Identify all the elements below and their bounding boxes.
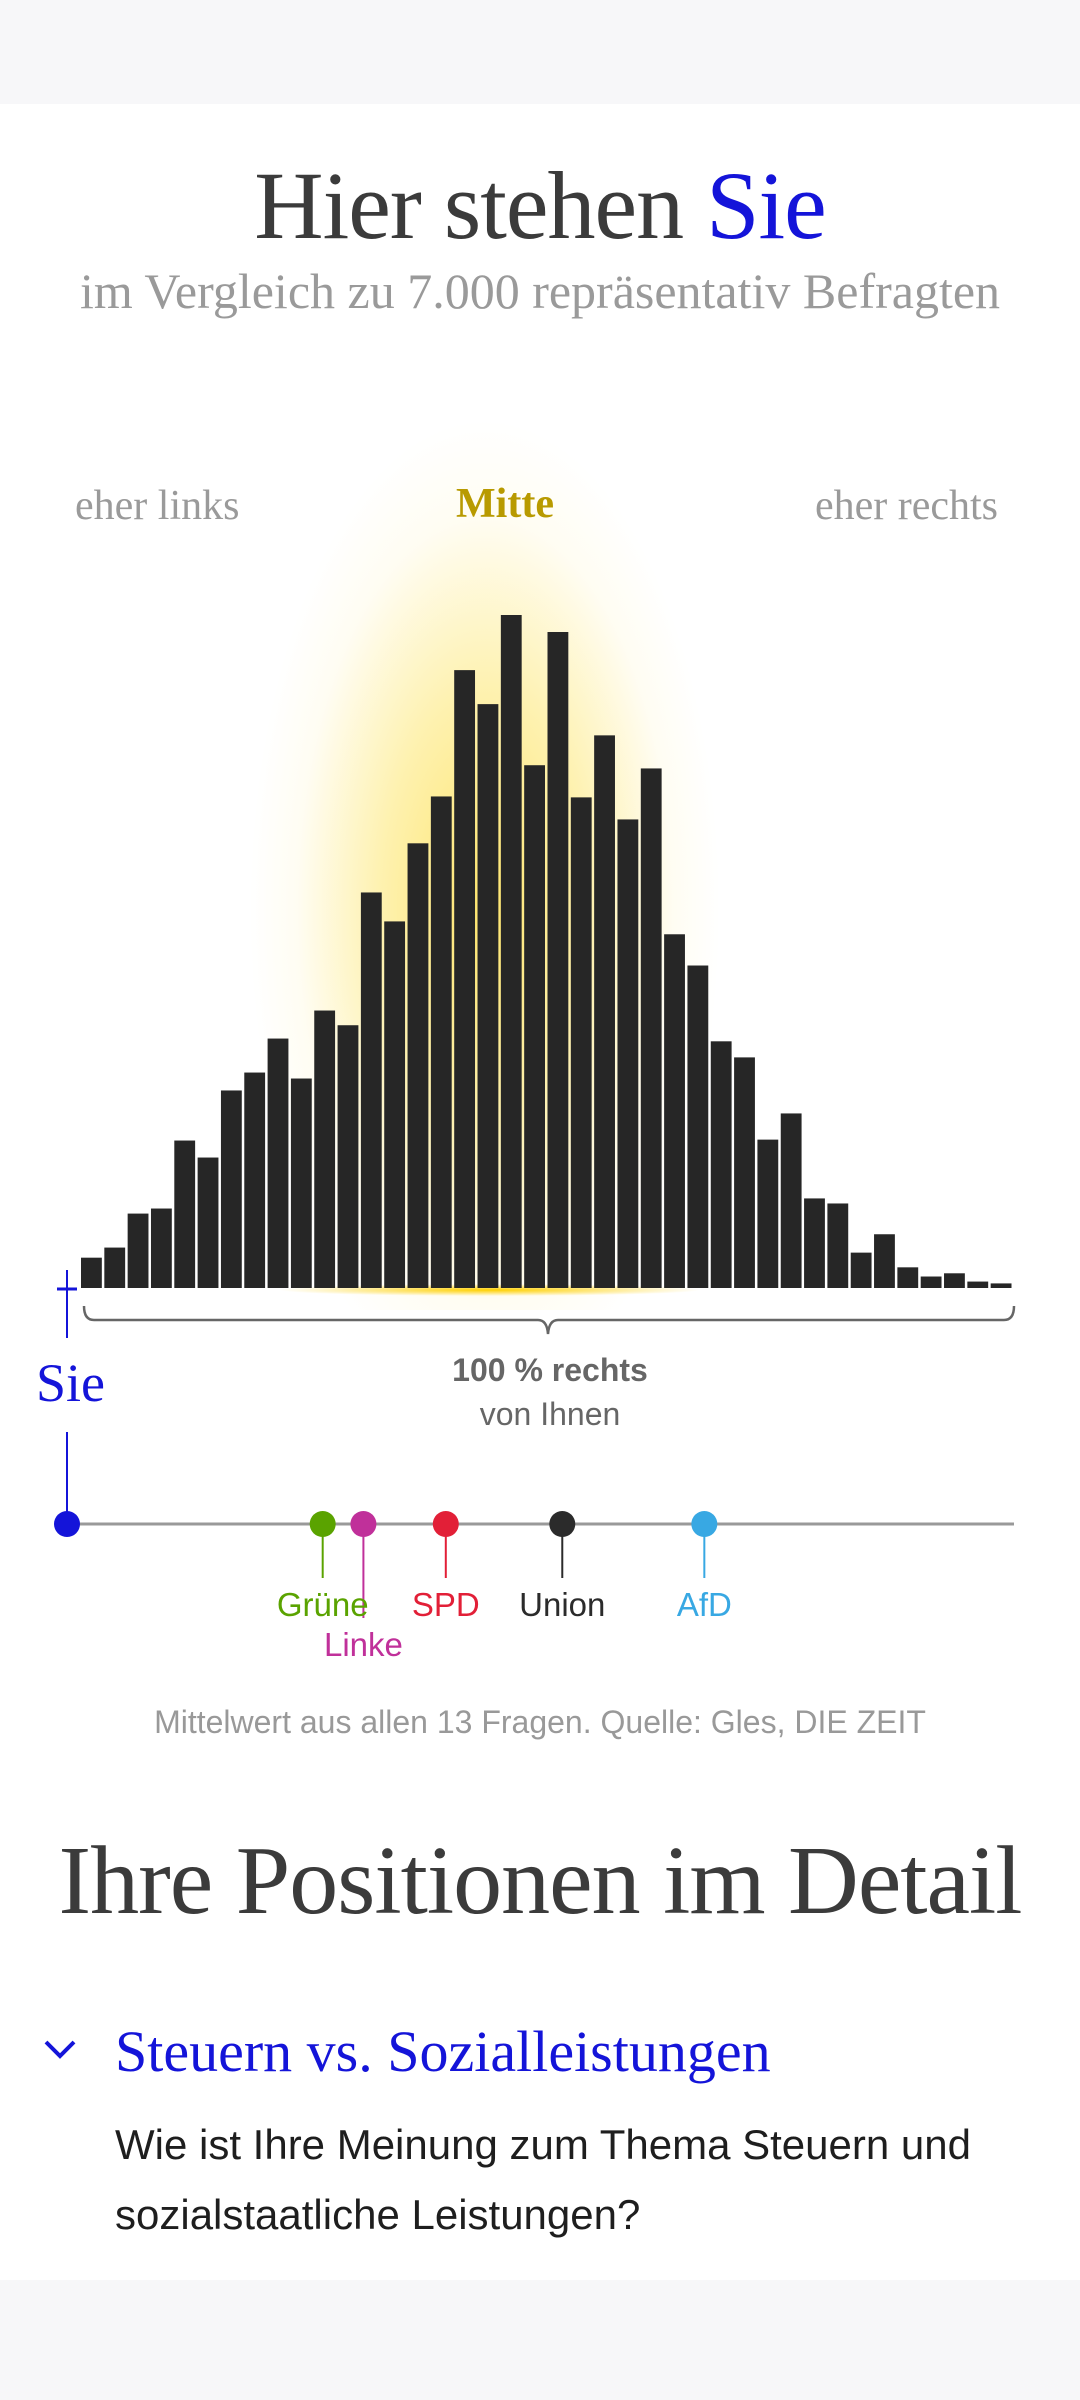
party-label-spd: SPD <box>411 1586 480 1623</box>
brace-label: von Ihnen <box>479 1396 621 1432</box>
histogram-bar <box>477 704 499 1288</box>
brace-label-bold: 100 % rechts <box>452 1352 648 1388</box>
user-label: Sie <box>36 1353 106 1413</box>
zone-label-left: eher links <box>75 483 240 529</box>
histogram-bar <box>430 796 452 1288</box>
histogram-bar <box>710 1041 732 1288</box>
histogram-bar <box>664 934 685 1288</box>
accordion-question: Wie ist Ihre Meinung zum Thema Steuern u… <box>115 2121 971 2238</box>
histogram-chart <box>54 615 1016 1618</box>
chevron-down-icon[interactable] <box>40 2030 80 2070</box>
party-label-afd: AfD <box>676 1586 732 1623</box>
histogram-bar <box>267 1038 289 1288</box>
histogram-bar <box>897 1267 919 1288</box>
histogram-bar <box>850 1252 872 1288</box>
histogram-bar <box>407 843 429 1288</box>
accordion-title[interactable]: Steuern vs. Sozialleistungen <box>115 2019 771 2084</box>
title-prefix: Hier stehen <box>254 152 684 259</box>
histogram-bar <box>640 768 662 1288</box>
top-band <box>0 0 1080 104</box>
party-dot <box>691 1511 718 1537</box>
party-dot <box>549 1511 576 1537</box>
histogram-bar <box>220 1090 242 1288</box>
party-dot <box>350 1511 377 1537</box>
party-label-linke: Linke <box>323 1626 403 1663</box>
party-dot <box>309 1511 336 1537</box>
histogram-bar <box>104 1247 126 1288</box>
histogram-bar <box>757 1139 779 1288</box>
brace <box>82 1305 1016 1335</box>
zone-label-right: eher rechts <box>814 483 998 529</box>
histogram-bar <box>454 670 476 1288</box>
histogram-bar <box>594 735 615 1288</box>
histogram-bar <box>524 765 545 1288</box>
histogram-bar <box>174 1140 196 1288</box>
party-dot <box>432 1511 459 1537</box>
histogram-bar <box>197 1157 219 1288</box>
histogram-bar <box>734 1057 755 1288</box>
histogram-bar <box>780 1113 802 1288</box>
bottom-band <box>0 2280 1080 2400</box>
histogram-bar <box>127 1213 149 1288</box>
histogram-bar <box>990 1283 1012 1288</box>
histogram-bar <box>244 1072 266 1288</box>
zone-label-center: Mitte <box>456 481 554 527</box>
page-title: Hier stehen Sie <box>0 150 1080 261</box>
histogram-bar <box>874 1234 895 1288</box>
subtitle: im Vergleich zu 7.000 repräsentativ Befr… <box>79 263 1001 319</box>
section-heading: Ihre Positionen im Detail <box>58 1827 1023 1935</box>
histogram-bar <box>81 1257 102 1288</box>
chart-source: Mittelwert aus allen 13 Fragen. Quelle: … <box>154 1704 926 1740</box>
histogram-bar <box>617 819 639 1288</box>
histogram-bar <box>827 1203 849 1288</box>
histogram-bar <box>547 631 569 1288</box>
party-label-grüne: Grüne <box>276 1586 369 1623</box>
party-dot <box>54 1511 80 1537</box>
histogram-bar <box>384 921 406 1288</box>
histogram-bar <box>804 1198 825 1288</box>
histogram-bar <box>360 892 382 1288</box>
histogram-bar <box>967 1281 989 1288</box>
title-highlight: Sie <box>706 152 827 259</box>
histogram-bar <box>150 1208 172 1288</box>
histogram-bar <box>314 1010 336 1288</box>
histogram-bar <box>337 1025 359 1288</box>
histogram-bar <box>570 797 592 1288</box>
histogram-bar <box>944 1273 965 1288</box>
histogram-bar <box>290 1078 312 1288</box>
histogram-bar <box>500 615 522 1288</box>
histogram-bar <box>687 965 709 1288</box>
histogram-bar <box>920 1276 942 1288</box>
party-label-union: Union <box>519 1586 606 1623</box>
